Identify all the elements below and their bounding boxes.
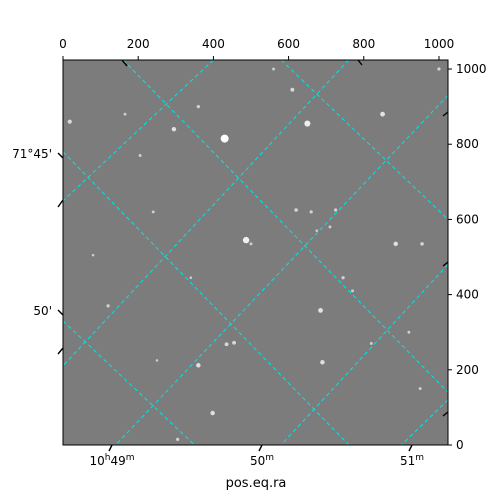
star-5	[67, 119, 72, 124]
ra-tick	[408, 444, 413, 452]
plot-background	[63, 60, 448, 445]
star-1	[304, 120, 311, 127]
grid-line-6	[115, 94, 448, 445]
star-35	[315, 229, 319, 232]
ra-minor-tick	[442, 261, 449, 267]
star-36	[418, 387, 422, 391]
top-tick-label: 1000	[424, 37, 455, 51]
right-tick-label: 400	[456, 288, 479, 302]
grid-line-2	[63, 151, 350, 445]
ra-tick	[258, 444, 263, 452]
plot-frame	[62, 59, 449, 446]
dec-minor-tick	[57, 199, 64, 208]
coordinate-grid	[63, 60, 448, 445]
ra-minor-tick	[121, 59, 128, 67]
star-16	[309, 210, 313, 214]
ticks-layer: 0 200 400 600 800 1000 0 200 400 600 800 1000 10h49m…	[12, 37, 486, 468]
star-13	[290, 87, 295, 92]
star-2	[242, 236, 250, 244]
ra-minor-tick	[442, 411, 449, 417]
star-15	[294, 208, 298, 212]
star-24	[249, 242, 253, 246]
star-8	[320, 360, 325, 365]
star-20	[341, 276, 345, 280]
stars-layer	[67, 67, 441, 441]
ra-tick-label: 50m	[250, 453, 274, 468]
dec-tick-label: 71°45'	[12, 147, 52, 161]
grid-line-5	[63, 60, 350, 367]
ra-minor-tick	[357, 59, 363, 66]
grid-line-7	[280, 264, 448, 445]
star-12	[232, 340, 236, 345]
grid-line-0	[122, 60, 448, 393]
star-14	[196, 105, 200, 109]
star-26	[138, 154, 142, 157]
x-axis-label: pos.eq.ra	[226, 476, 287, 491]
star-19	[437, 67, 441, 71]
ra-tick	[108, 444, 113, 452]
star-6	[393, 241, 398, 247]
dec-tick	[57, 152, 64, 159]
star-4	[171, 126, 177, 132]
star-30	[123, 112, 127, 116]
ra-tick-label: 51m	[400, 453, 424, 468]
star-29	[272, 67, 275, 71]
star-10	[210, 410, 215, 416]
star-7	[318, 308, 323, 313]
top-tick-label: 0	[59, 37, 67, 51]
dec-tick	[57, 309, 64, 316]
right-tick-label: 200	[456, 363, 479, 377]
star-34	[328, 225, 332, 229]
star-28	[407, 330, 411, 334]
ra-minor-tick	[442, 111, 449, 117]
star-21	[351, 289, 354, 293]
star-3	[380, 111, 385, 117]
star-11	[224, 342, 229, 347]
star-31	[91, 253, 95, 257]
dec-tick-label: 50'	[33, 304, 52, 318]
star-0	[220, 134, 229, 143]
star-23	[176, 437, 180, 441]
right-tick-label: 600	[456, 212, 479, 226]
star-25	[151, 210, 155, 214]
star-32	[155, 359, 159, 362]
right-tick-label: 0	[456, 438, 464, 452]
grid-line-4	[63, 60, 214, 202]
ra-tick-label: 10h49m	[89, 453, 134, 468]
top-tick-label: 200	[127, 37, 150, 51]
dec-minor-tick	[57, 347, 64, 355]
star-18	[420, 242, 424, 246]
top-tick-label: 400	[202, 37, 225, 51]
star-9	[196, 363, 201, 368]
grid-line-1	[280, 60, 448, 220]
star-33	[189, 276, 193, 279]
right-tick-label: 800	[456, 137, 479, 151]
star-22	[106, 304, 110, 308]
star-17	[333, 208, 338, 212]
right-tick-label: 1000	[456, 62, 487, 76]
star-27	[369, 342, 373, 345]
top-tick-label: 800	[352, 37, 375, 51]
grid-line-8	[401, 399, 448, 445]
top-tick-label: 600	[277, 37, 300, 51]
